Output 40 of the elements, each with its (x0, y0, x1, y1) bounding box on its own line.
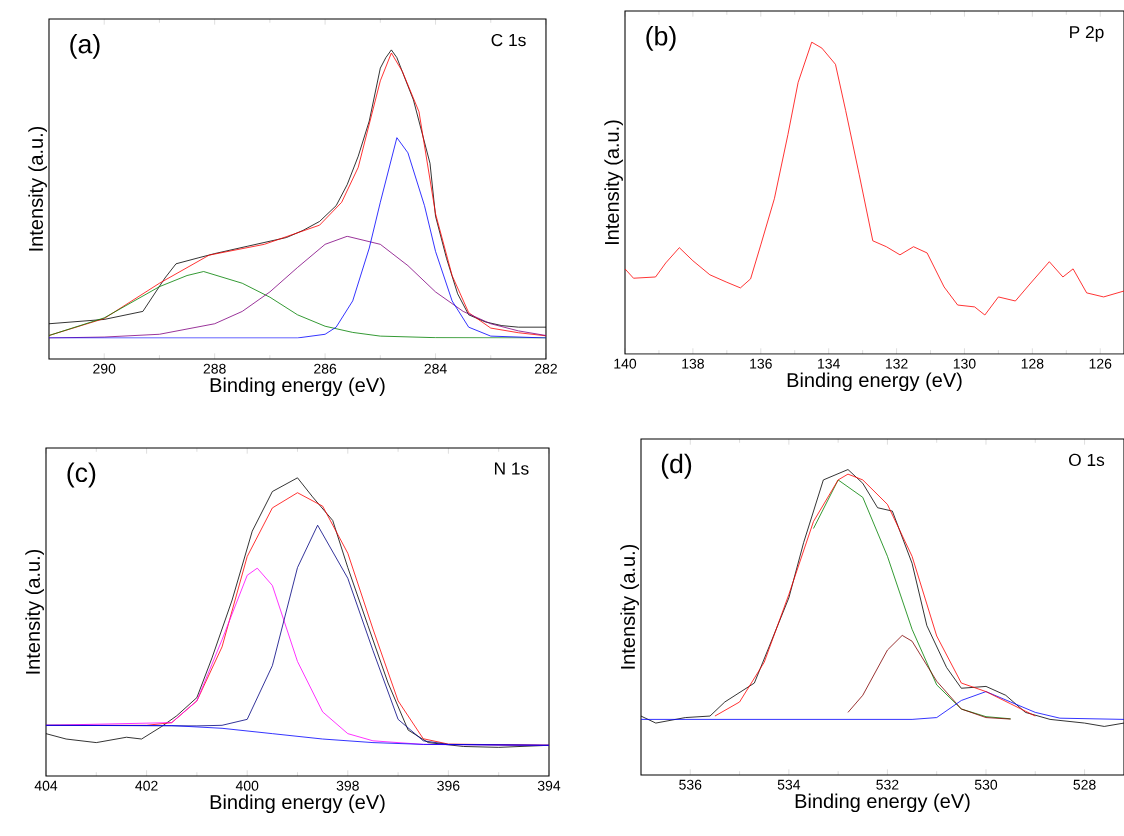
x-tick-label: 530 (974, 779, 998, 790)
x-tick-label: 286 (314, 363, 337, 374)
x-tick-label: 134 (818, 358, 840, 369)
y-axis-title: Intensity (a.u.) (604, 120, 623, 245)
x-tick-label: 282 (535, 363, 557, 374)
text: P 2p (1070, 25, 1104, 42)
x-tick-label: 136 (750, 358, 772, 369)
x-tick-label: 126 (1089, 358, 1112, 369)
annotation: (d) (661, 453, 692, 479)
x-tick-label: 290 (93, 363, 116, 374)
x-tick-label: 288 (203, 363, 226, 374)
x-tick-label: 404 (34, 780, 58, 791)
annotation: (a) (70, 33, 100, 59)
x-tick-label: 402 (135, 780, 158, 791)
x-tick-label: 130 (953, 358, 976, 369)
x-tick-label: 284 (424, 363, 447, 374)
x-axis-title: Binding energy (eV) (210, 794, 385, 814)
x-tick-label: 532 (876, 779, 899, 790)
x-axis-title: Binding energy (eV) (210, 377, 385, 397)
x-tick-label: 536 (679, 779, 702, 790)
x-tick-label: 398 (336, 780, 359, 791)
x-tick-label: 400 (235, 780, 259, 791)
x-tick-label: 394 (537, 780, 561, 791)
x-tick-label: 396 (437, 780, 460, 791)
annotation: (c) (67, 462, 96, 488)
annotation: (b) (646, 26, 676, 51)
x-axis-title: Binding energy (eV) (795, 793, 970, 813)
x-axis-title: Binding energy (eV) (787, 372, 962, 392)
y-axis-title: Intensity (a.u.) (28, 126, 47, 251)
x-tick-label: 128 (1021, 358, 1044, 369)
x-tick-label: 140 (614, 358, 637, 369)
y-axis-title: Intensity (a.u.) (620, 544, 639, 669)
x-tick-label: 138 (682, 358, 704, 369)
text: N 1s (494, 462, 529, 475)
x-tick-label: 132 (885, 358, 908, 369)
x-tick-label: 528 (1073, 779, 1096, 790)
text: C 1s (491, 33, 526, 47)
y-axis-title: Intensity (a.u.) (25, 549, 44, 674)
x-tick-label: 534 (777, 779, 801, 790)
text: O 1s (1069, 453, 1105, 467)
